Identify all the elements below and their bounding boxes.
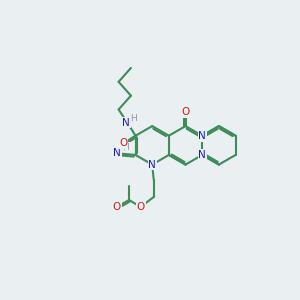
Text: N: N [122,118,130,128]
Text: N: N [198,150,206,160]
Text: H: H [130,113,137,122]
Text: O: O [136,202,145,212]
Text: H: H [122,143,129,152]
Text: N: N [198,131,206,141]
Text: O: O [113,202,121,212]
Text: N: N [113,148,121,158]
Text: O: O [119,138,127,148]
Text: N: N [148,160,156,170]
Text: O: O [182,107,190,117]
